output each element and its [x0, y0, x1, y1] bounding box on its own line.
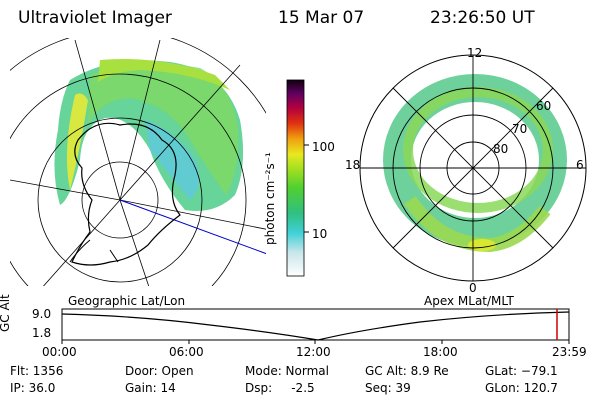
sequence-number: Seq: 39	[365, 381, 411, 395]
altitude-ytick-9: 9.0	[32, 307, 52, 321]
geographic-longitude: GLon: 120.7	[485, 381, 558, 395]
time-tick-0000: 00:00	[42, 345, 77, 359]
dsp-value: Dsp: -2.5	[245, 381, 315, 395]
altitude-ylabel: GC Alt	[0, 294, 12, 332]
geographic-latitude: GLat: −79.1	[485, 364, 558, 378]
time-tick-1800: 18:00	[423, 345, 458, 359]
gc-altitude: GC Alt: 8.9 Re	[365, 364, 449, 378]
ip-value: IP: 36.0	[10, 381, 56, 395]
colorbar-unit-label: photon cm⁻²s⁻¹	[263, 152, 277, 245]
gain-value: Gain: 14	[125, 381, 176, 395]
mlat-label-80: 80	[493, 142, 509, 156]
colorbar-tick-10: 10	[312, 227, 328, 241]
altitude-plot	[61, 308, 570, 344]
mode-value: Mode: Normal	[245, 364, 329, 378]
mlt-label-18: 18	[345, 158, 361, 172]
mlt-label-12: 12	[467, 46, 483, 60]
colorbar	[286, 79, 305, 277]
observation-date: 15 Mar 07	[278, 8, 365, 28]
time-tick-2359: 23:59	[552, 345, 587, 359]
map-caption: Geographic Lat/Lon	[68, 294, 186, 308]
mlt-label-6: 6	[576, 158, 584, 172]
mlat-label-60: 60	[536, 99, 552, 113]
observation-time: 23:26:50 UT	[430, 8, 535, 28]
flight-number: Flt: 1356	[10, 364, 64, 378]
time-tick-0600: 06:00	[169, 345, 204, 359]
polar-plot	[359, 54, 587, 282]
altitude-ytick-1-8: 1.8	[32, 326, 52, 340]
polar-caption: Apex MLat/MLT	[424, 294, 514, 308]
colorbar-tick-100: 100	[312, 140, 335, 154]
mlt-label-0: 0	[469, 281, 477, 295]
mlat-label-70: 70	[512, 122, 528, 136]
door-status: Door: Open	[125, 364, 194, 378]
time-tick-1200: 12:00	[296, 345, 331, 359]
instrument-title: Ultraviolet Imager	[18, 8, 172, 28]
geographic-map	[10, 38, 266, 286]
